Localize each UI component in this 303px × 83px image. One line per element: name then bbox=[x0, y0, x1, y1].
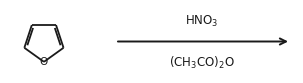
Text: (CH$_3$CO)$_2$O: (CH$_3$CO)$_2$O bbox=[169, 55, 234, 71]
Text: O: O bbox=[40, 57, 48, 67]
Text: HNO$_3$: HNO$_3$ bbox=[185, 14, 218, 29]
